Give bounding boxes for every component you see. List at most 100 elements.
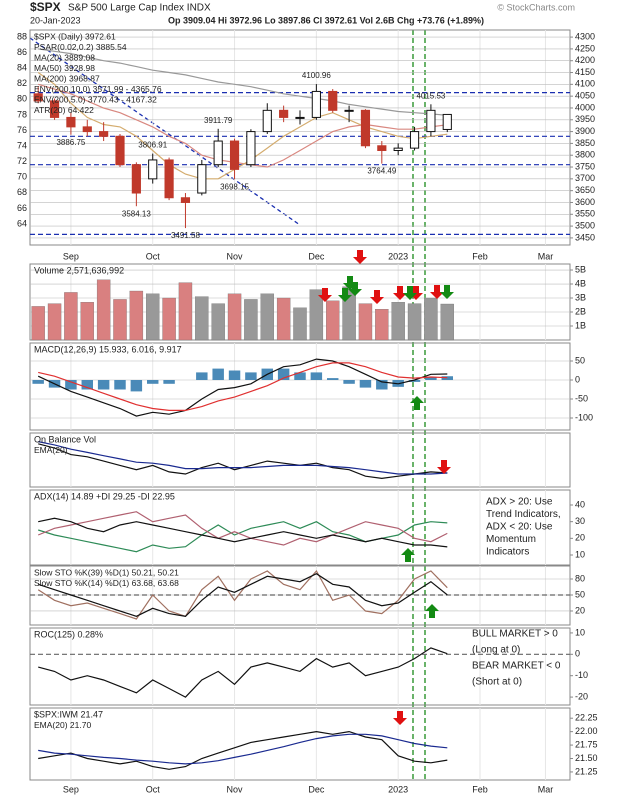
y-tick-label: 4300: [575, 31, 595, 41]
price-label: 4015.53: [416, 91, 445, 100]
y2-tick-label: 66: [17, 203, 27, 213]
symbol: $SPX: [30, 0, 61, 14]
x-tick-label: Feb: [472, 251, 488, 261]
y2-tick-label: 86: [17, 47, 27, 57]
panel-title: MACD(12,26,9) 15.933, 6.016, 9.917: [34, 344, 182, 354]
volume-bar: [80, 302, 94, 341]
volume-bar: [195, 296, 209, 341]
price-label: 3886.75: [56, 138, 85, 147]
candle-body: [229, 140, 240, 170]
legend-entry: EMA(20) 21.70: [34, 720, 91, 730]
bar: [212, 368, 224, 381]
legend-entry: PSAR(0.02,0.2) 3885.54: [34, 42, 127, 52]
bar: [408, 380, 421, 382]
y-tick-label: 40: [575, 499, 585, 509]
legend-entry: ENV(200,10.0) 3571.99 - 4365.76: [34, 84, 162, 94]
bar: [163, 380, 175, 384]
x-tick-label: Oct: [146, 251, 161, 261]
y2-tick-label: 64: [17, 218, 27, 228]
panel-frame: [29, 627, 571, 706]
bar: [114, 380, 126, 390]
candle-body: [328, 90, 338, 111]
y-tick-label: 2B: [575, 306, 586, 316]
candle-body: [344, 109, 354, 112]
legend-entry: MA(50) 3928.98: [34, 63, 95, 73]
panel-frame: [29, 489, 571, 566]
bar: [277, 368, 290, 381]
y-tick-label: -50: [575, 393, 588, 403]
candle-body: [409, 131, 420, 149]
bar: [245, 372, 257, 381]
sell-arrow: [348, 282, 362, 296]
y2-tick-label: 76: [17, 125, 27, 135]
y2-tick-label: 72: [17, 156, 27, 166]
bar: [359, 380, 372, 388]
candle-body: [426, 109, 436, 133]
series-line: [38, 573, 448, 617]
candle-body: [66, 116, 76, 128]
series-line: [38, 733, 448, 765]
x-tick-label: 2023: [388, 784, 408, 794]
y-tick-label: 3B: [575, 292, 586, 302]
candle-body: [246, 131, 256, 166]
sell-arrow: [403, 286, 417, 300]
candle-body: [148, 159, 158, 180]
y2-tick-label: 80: [17, 94, 27, 104]
volume-bar: [309, 289, 324, 341]
x-tick-label: 2023: [388, 251, 408, 261]
bar: [147, 380, 159, 384]
y-tick-label: 20: [575, 533, 585, 543]
price-label: 3764.49: [367, 167, 396, 176]
bar: [376, 380, 388, 390]
candle-body: [360, 109, 371, 147]
y-tick-label: 4050: [575, 91, 595, 101]
copyright: © StockCharts.com: [497, 2, 575, 12]
candle-body: [393, 147, 403, 151]
bar: [294, 372, 306, 381]
bar: [97, 380, 110, 390]
y-tick-label: 4B: [575, 278, 586, 288]
series-line: [37, 569, 448, 620]
legend-entry: Slow STO %K(14) %D(1) 63.68, 63.68: [34, 578, 179, 588]
y-tick-label: 5B: [575, 264, 586, 274]
y2-tick-label: 88: [17, 31, 27, 41]
candle-body: [49, 100, 60, 118]
side-note: Trend Indicators,: [486, 509, 561, 520]
y-tick-label: 3600: [575, 197, 595, 207]
y-tick-label: 4150: [575, 67, 595, 77]
buy-arrow: [425, 604, 439, 618]
legend-entry: ENV(200,5.0) 3770.43 - 4167.32: [34, 94, 157, 104]
volume-bar: [407, 303, 422, 341]
price-label: 4100.96: [302, 71, 331, 80]
bar: [130, 380, 143, 392]
y2-tick-label: 70: [17, 172, 27, 182]
volume-bar: [129, 290, 144, 341]
sell-arrow: [393, 286, 407, 300]
panel-title: ROC(125) 0.28%: [34, 629, 103, 639]
series-line: [38, 443, 448, 480]
candle-body: [33, 93, 43, 102]
candle-body: [213, 140, 223, 166]
y-tick-label: 10: [575, 627, 585, 637]
series-line: [38, 48, 448, 116]
panel-title: On Balance Vol: [34, 434, 96, 444]
y-tick-label: 21.50: [575, 753, 598, 763]
x-tick-label: Dec: [308, 251, 325, 261]
y2-tick-label: 84: [17, 63, 27, 73]
panel-frame: [29, 342, 571, 431]
series-line: [37, 358, 448, 417]
y-tick-label: 3550: [575, 209, 595, 219]
series-line: [38, 730, 448, 770]
x-tick-label: Sep: [63, 251, 79, 261]
side-note: BEAR MARKET < 0: [472, 661, 561, 672]
y-tick-label: -10: [575, 670, 588, 680]
candle-body: [180, 197, 191, 203]
x-tick-label: Oct: [146, 784, 161, 794]
y-tick-label: 1B: [575, 320, 586, 330]
candle-body: [164, 159, 174, 199]
sell-arrow: [437, 460, 451, 474]
price-label: 3698.15: [220, 182, 249, 191]
series-line: [38, 441, 448, 475]
index-name: S&P 500 Large Cap Index INDX: [68, 3, 211, 14]
panel-title: $SPX:IWM 21.47: [34, 709, 103, 719]
